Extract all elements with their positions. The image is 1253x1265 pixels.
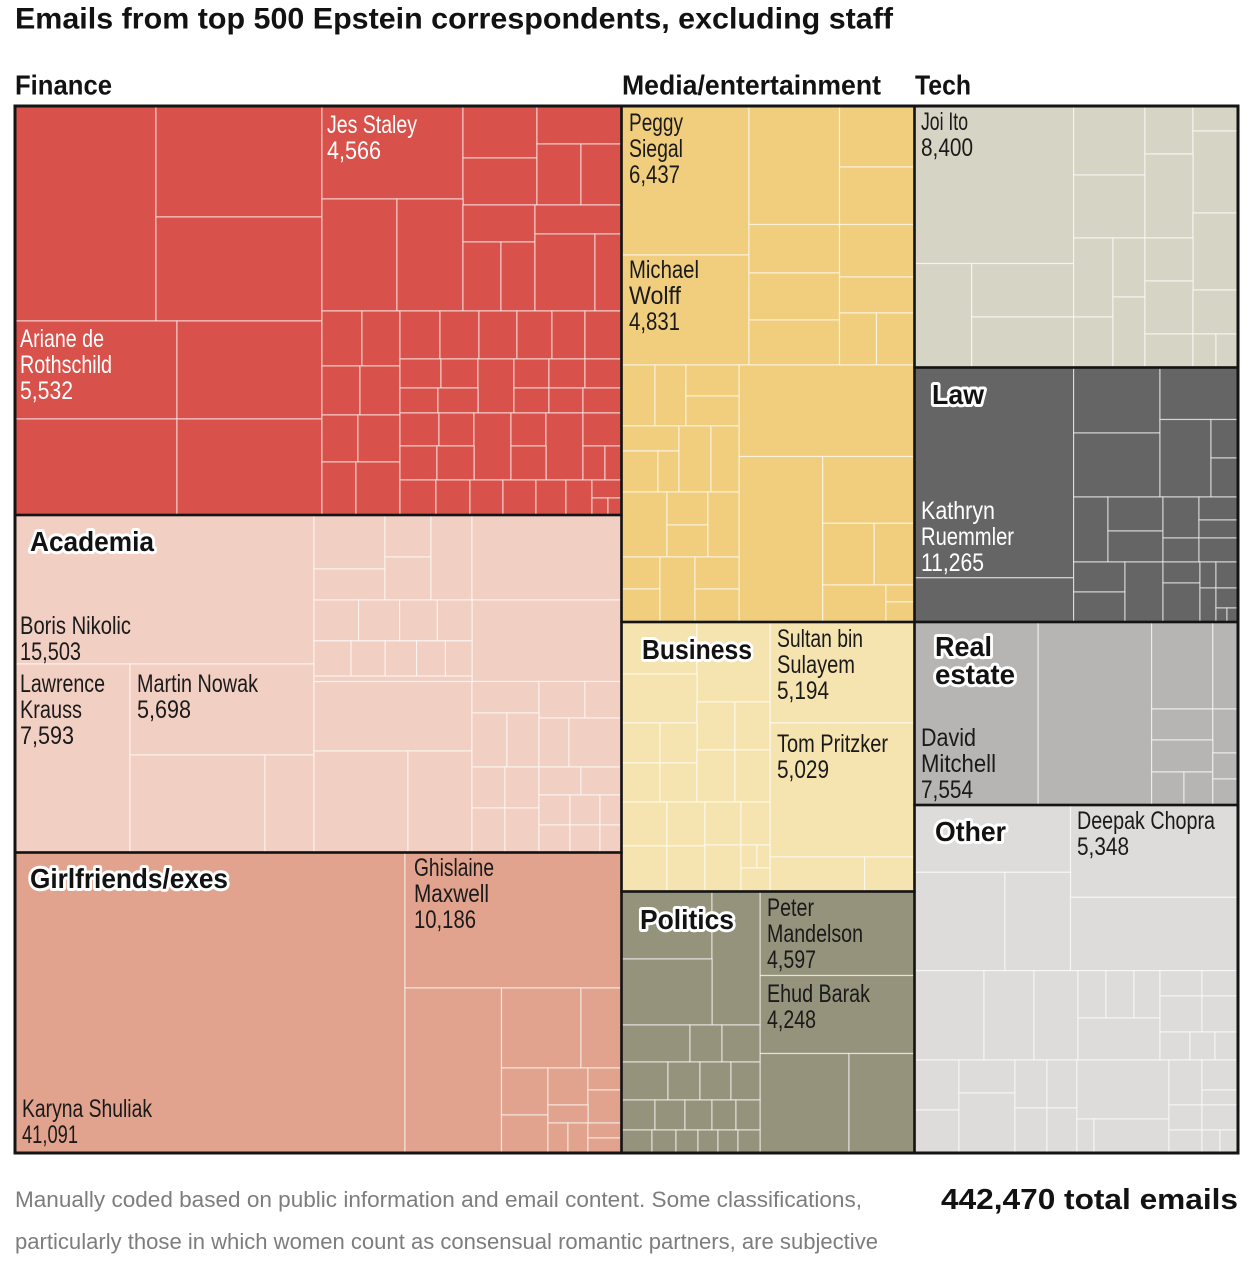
- svg-text:Academia: Academia: [30, 526, 154, 557]
- svg-text:Karyna Shuliak: Karyna Shuliak: [22, 1095, 152, 1123]
- svg-text:Finance: Finance: [15, 70, 112, 101]
- svg-text:4,831: 4,831: [629, 308, 680, 336]
- svg-text:5,698: 5,698: [137, 696, 191, 724]
- svg-text:5,029: 5,029: [777, 756, 829, 784]
- svg-text:Mitchell: Mitchell: [921, 750, 996, 778]
- svg-text:Michael: Michael: [629, 256, 699, 284]
- svg-text:Politics: Politics: [640, 904, 734, 935]
- svg-text:Krauss: Krauss: [20, 696, 82, 724]
- svg-text:Peter: Peter: [767, 894, 814, 922]
- svg-text:7,593: 7,593: [20, 722, 74, 750]
- svg-text:Boris Nikolic: Boris Nikolic: [20, 612, 131, 640]
- svg-text:Tom Pritzker: Tom Pritzker: [777, 730, 888, 758]
- svg-text:Ariane de: Ariane de: [20, 325, 104, 353]
- svg-text:8,400: 8,400: [921, 134, 973, 162]
- svg-text:Emails from top 500 Epstein co: Emails from top 500 Epstein corresponden…: [15, 2, 894, 35]
- svg-text:Deepak Chopra: Deepak Chopra: [1077, 807, 1215, 835]
- svg-text:Maxwell: Maxwell: [414, 880, 489, 908]
- svg-text:David: David: [921, 724, 976, 752]
- svg-text:Sulayem: Sulayem: [777, 651, 855, 679]
- svg-text:Jes Staley: Jes Staley: [327, 111, 417, 139]
- svg-text:10,186: 10,186: [414, 906, 476, 934]
- svg-text:7,554: 7,554: [921, 776, 973, 804]
- svg-text:Girlfriends/exes: Girlfriends/exes: [30, 863, 228, 894]
- svg-text:estate: estate: [935, 659, 1015, 690]
- svg-text:4,597: 4,597: [767, 946, 816, 974]
- svg-text:41,091: 41,091: [22, 1121, 78, 1149]
- svg-text:Ehud Barak: Ehud Barak: [767, 980, 870, 1008]
- svg-text:Peggy: Peggy: [629, 109, 683, 137]
- svg-text:Lawrence: Lawrence: [20, 670, 105, 698]
- svg-text:6,437: 6,437: [629, 161, 680, 189]
- svg-text:5,194: 5,194: [777, 677, 829, 705]
- svg-text:Siegal: Siegal: [629, 135, 683, 163]
- svg-text:particularly those in which wo: particularly those in which women count …: [15, 1229, 878, 1254]
- svg-text:11,265: 11,265: [921, 549, 984, 577]
- svg-text:Other: Other: [935, 816, 1006, 847]
- svg-text:Martin Nowak: Martin Nowak: [137, 670, 258, 698]
- svg-text:Joi Ito: Joi Ito: [921, 108, 968, 136]
- svg-text:Rothschild: Rothschild: [20, 351, 112, 379]
- svg-text:Real: Real: [935, 631, 992, 662]
- svg-text:4,566: 4,566: [327, 137, 381, 165]
- svg-text:Law: Law: [932, 379, 984, 410]
- svg-text:Business: Business: [642, 634, 752, 665]
- svg-text:Mandelson: Mandelson: [767, 920, 863, 948]
- svg-text:Media/entertainment: Media/entertainment: [622, 70, 881, 101]
- svg-text:Tech: Tech: [915, 70, 971, 101]
- svg-text:Kathryn: Kathryn: [921, 497, 995, 525]
- svg-text:Ghislaine: Ghislaine: [414, 854, 494, 882]
- svg-text:Manually coded based on public: Manually coded based on public informati…: [15, 1187, 862, 1212]
- svg-text:Wolff: Wolff: [629, 282, 681, 310]
- svg-text:5,348: 5,348: [1077, 833, 1129, 861]
- svg-text:4,248: 4,248: [767, 1006, 816, 1034]
- svg-text:15,503: 15,503: [20, 638, 81, 666]
- svg-text:442,470 total emails: 442,470 total emails: [941, 1184, 1238, 1216]
- svg-text:Ruemmler: Ruemmler: [921, 523, 1014, 551]
- svg-text:5,532: 5,532: [20, 377, 73, 405]
- svg-text:Sultan bin: Sultan bin: [777, 625, 863, 653]
